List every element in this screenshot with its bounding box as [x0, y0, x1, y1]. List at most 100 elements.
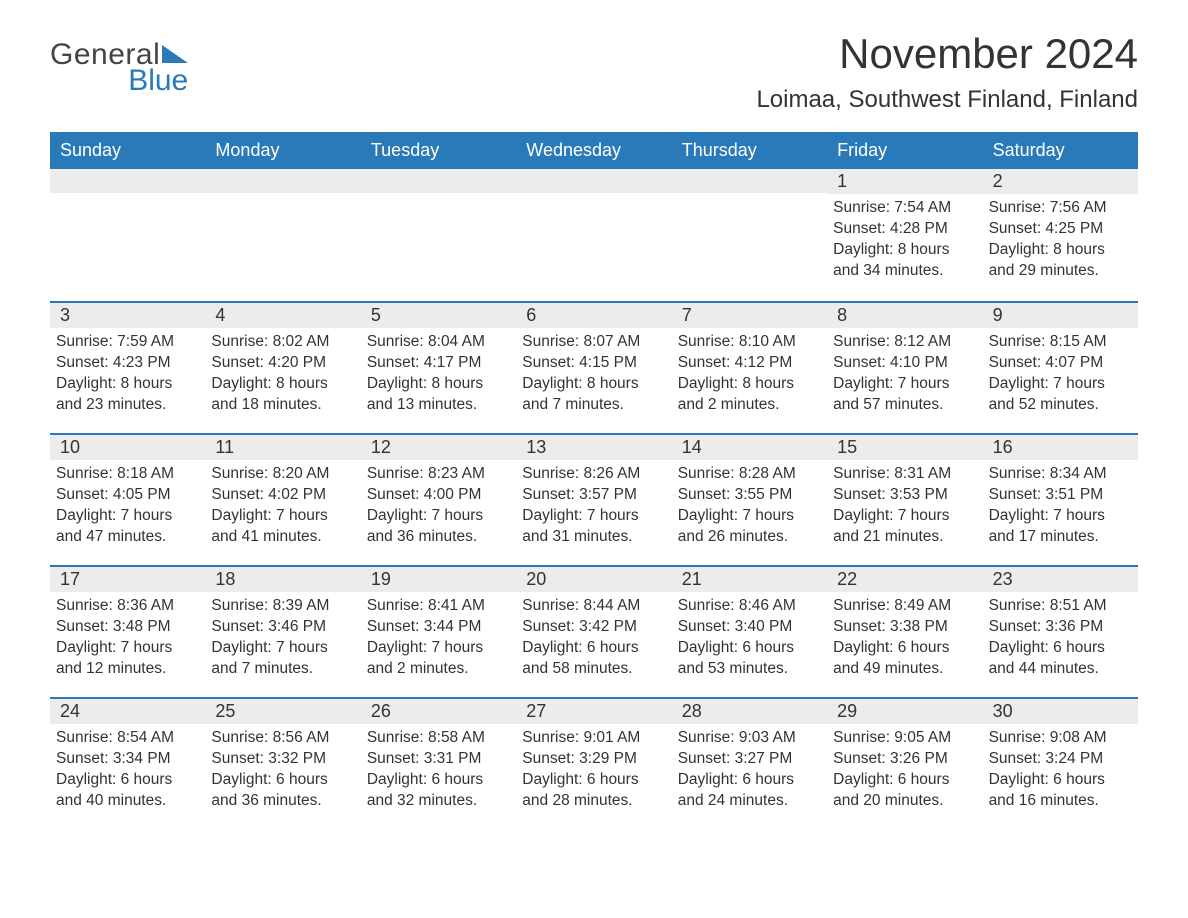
calendar-body: 1 Sunrise: 7:54 AMSunset: 4:28 PMDaylight…: [50, 169, 1138, 829]
calendar: SundayMondayTuesdayWednesdayThursdayFrid…: [50, 132, 1138, 829]
weekday-header: Monday: [205, 132, 360, 169]
calendar-day: 3 Sunrise: 7:59 AMSunset: 4:23 PMDaylight…: [50, 303, 205, 433]
day-number: 24: [50, 699, 205, 724]
calendar-day: 14Sunrise: 8:28 AMSunset: 3:55 PMDayligh…: [672, 435, 827, 565]
day-number: 12: [361, 435, 516, 460]
calendar-day: 12 Sunrise: 8:23 AMSunset: 4:00 PMDayligh…: [361, 435, 516, 565]
calendar-day: [516, 169, 671, 301]
day-number: 17: [50, 567, 205, 592]
weekday-header: Sunday: [50, 132, 205, 169]
calendar-day: 5Sunrise: 8:04 AMSunset: 4:17 PMDaylight…: [361, 303, 516, 433]
calendar-day: 29Sunrise: 9:05 AMSunset: 3:26 PMDayligh…: [827, 699, 982, 829]
day-details: Sunrise: 8:58 AMSunset: 3:31 PMDaylight:…: [367, 728, 510, 812]
day-details: Sunrise: 7:56 AMSunset: 4:25 PMDaylight:…: [989, 198, 1132, 282]
calendar-day: 20 Sunrise: 8:44 AMSunset: 3:42 PMDayligh…: [516, 567, 671, 697]
day-details: Sunrise: 8:49 AMSunset: 3:38 PMDaylight:…: [833, 596, 976, 680]
calendar-day: [50, 169, 205, 301]
weekday-header: Friday: [827, 132, 982, 169]
calendar-week: 10Sunrise: 8:18 AMSunset: 4:05 PMDayligh…: [50, 433, 1138, 565]
day-details: Sunrise: 7:54 AMSunset: 4:28 PMDaylight:…: [833, 198, 976, 282]
day-details: Sunrise: 8:44 AMSunset: 3:42 PMDaylight:…: [522, 596, 665, 680]
day-number: [205, 169, 360, 193]
page-header: General Blue November 2024 Loimaa, South…: [50, 30, 1138, 114]
calendar-day: 15 Sunrise: 8:31 AMSunset: 3:53 PMDayligh…: [827, 435, 982, 565]
day-number: 11: [205, 435, 360, 460]
day-details: Sunrise: 8:20 AMSunset: 4:02 PMDaylight:…: [211, 464, 354, 548]
day-details: Sunrise: 8:10 AMSunset: 4:12 PMDaylight:…: [678, 332, 821, 416]
day-details: Sunrise: 8:12 AMSunset: 4:10 PMDaylight:…: [833, 332, 976, 416]
day-details: Sunrise: 9:01 AMSunset: 3:29 PMDaylight:…: [522, 728, 665, 812]
calendar-day: 11 Sunrise: 8:20 AMSunset: 4:02 PMDayligh…: [205, 435, 360, 565]
day-number: 10: [50, 435, 205, 460]
calendar-week: 1 Sunrise: 7:54 AMSunset: 4:28 PMDaylight…: [50, 169, 1138, 301]
calendar-day: 24 Sunrise: 8:54 AMSunset: 3:34 PMDayligh…: [50, 699, 205, 829]
calendar-day: 10Sunrise: 8:18 AMSunset: 4:05 PMDayligh…: [50, 435, 205, 565]
calendar-day: [672, 169, 827, 301]
calendar-day: 25Sunrise: 8:56 AMSunset: 3:32 PMDayligh…: [205, 699, 360, 829]
day-number: 26: [361, 699, 516, 724]
calendar-day: 17 Sunrise: 8:36 AMSunset: 3:48 PMDayligh…: [50, 567, 205, 697]
weekday-header: Thursday: [672, 132, 827, 169]
calendar-day: 21 Sunrise: 8:46 AMSunset: 3:40 PMDayligh…: [672, 567, 827, 697]
day-number: 5: [361, 303, 516, 328]
day-number: 3: [50, 303, 205, 328]
day-details: Sunrise: 8:23 AMSunset: 4:00 PMDaylight:…: [367, 464, 510, 548]
day-details: Sunrise: 8:41 AMSunset: 3:44 PMDaylight:…: [367, 596, 510, 680]
logo-triangle-icon: [162, 45, 188, 63]
calendar-day: 2 Sunrise: 7:56 AMSunset: 4:25 PMDaylight…: [983, 169, 1138, 301]
day-number: 9: [983, 303, 1138, 328]
day-number: 27: [516, 699, 671, 724]
day-number: [50, 169, 205, 193]
title-block: November 2024 Loimaa, Southwest Finland,…: [756, 30, 1138, 114]
day-details: Sunrise: 8:07 AMSunset: 4:15 PMDaylight:…: [522, 332, 665, 416]
day-number: 6: [516, 303, 671, 328]
logo: General Blue: [50, 38, 188, 98]
weekday-header: Tuesday: [361, 132, 516, 169]
calendar-day: 23Sunrise: 8:51 AMSunset: 3:36 PMDayligh…: [983, 567, 1138, 697]
calendar-day: 7 Sunrise: 8:10 AMSunset: 4:12 PMDaylight…: [672, 303, 827, 433]
calendar-day: 26 Sunrise: 8:58 AMSunset: 3:31 PMDayligh…: [361, 699, 516, 829]
day-number: 1: [827, 169, 982, 194]
calendar-day: 16Sunrise: 8:34 AMSunset: 3:51 PMDayligh…: [983, 435, 1138, 565]
day-details: Sunrise: 7:59 AMSunset: 4:23 PMDaylight:…: [56, 332, 199, 416]
weekday-header: Wednesday: [516, 132, 671, 169]
day-details: Sunrise: 8:15 AMSunset: 4:07 PMDaylight:…: [989, 332, 1132, 416]
day-number: 7: [672, 303, 827, 328]
calendar-day: 4 Sunrise: 8:02 AMSunset: 4:20 PMDaylight…: [205, 303, 360, 433]
day-number: 21: [672, 567, 827, 592]
calendar-week: 17 Sunrise: 8:36 AMSunset: 3:48 PMDayligh…: [50, 565, 1138, 697]
day-number: 20: [516, 567, 671, 592]
calendar-day: 30Sunrise: 9:08 AMSunset: 3:24 PMDayligh…: [983, 699, 1138, 829]
calendar-week: 3 Sunrise: 7:59 AMSunset: 4:23 PMDaylight…: [50, 301, 1138, 433]
location-subtitle: Loimaa, Southwest Finland, Finland: [756, 86, 1138, 114]
day-details: Sunrise: 8:02 AMSunset: 4:20 PMDaylight:…: [211, 332, 354, 416]
calendar-day: 9 Sunrise: 8:15 AMSunset: 4:07 PMDaylight…: [983, 303, 1138, 433]
day-number: 28: [672, 699, 827, 724]
day-details: Sunrise: 8:46 AMSunset: 3:40 PMDaylight:…: [678, 596, 821, 680]
day-details: Sunrise: 8:54 AMSunset: 3:34 PMDaylight:…: [56, 728, 199, 812]
day-number: 4: [205, 303, 360, 328]
day-number: 8: [827, 303, 982, 328]
weekday-header: Saturday: [983, 132, 1138, 169]
day-number: 2: [983, 169, 1138, 194]
calendar-day: 6 Sunrise: 8:07 AMSunset: 4:15 PMDaylight…: [516, 303, 671, 433]
day-number: 22: [827, 567, 982, 592]
day-details: Sunrise: 8:36 AMSunset: 3:48 PMDaylight:…: [56, 596, 199, 680]
calendar-day: 1 Sunrise: 7:54 AMSunset: 4:28 PMDaylight…: [827, 169, 982, 301]
day-details: Sunrise: 8:34 AMSunset: 3:51 PMDaylight:…: [989, 464, 1132, 548]
calendar-day: 28 Sunrise: 9:03 AMSunset: 3:27 PMDayligh…: [672, 699, 827, 829]
day-details: Sunrise: 8:28 AMSunset: 3:55 PMDaylight:…: [678, 464, 821, 548]
day-number: 23: [983, 567, 1138, 592]
calendar-day: 8 Sunrise: 8:12 AMSunset: 4:10 PMDaylight…: [827, 303, 982, 433]
day-details: Sunrise: 8:31 AMSunset: 3:53 PMDaylight:…: [833, 464, 976, 548]
calendar-day: 22 Sunrise: 8:49 AMSunset: 3:38 PMDayligh…: [827, 567, 982, 697]
day-number: [361, 169, 516, 193]
day-details: Sunrise: 8:39 AMSunset: 3:46 PMDaylight:…: [211, 596, 354, 680]
day-number: 18: [205, 567, 360, 592]
calendar-day: 27 Sunrise: 9:01 AMSunset: 3:29 PMDayligh…: [516, 699, 671, 829]
calendar-day: [361, 169, 516, 301]
calendar-header-row: SundayMondayTuesdayWednesdayThursdayFrid…: [50, 132, 1138, 169]
day-number: 15: [827, 435, 982, 460]
day-details: Sunrise: 9:03 AMSunset: 3:27 PMDaylight:…: [678, 728, 821, 812]
day-number: [672, 169, 827, 193]
